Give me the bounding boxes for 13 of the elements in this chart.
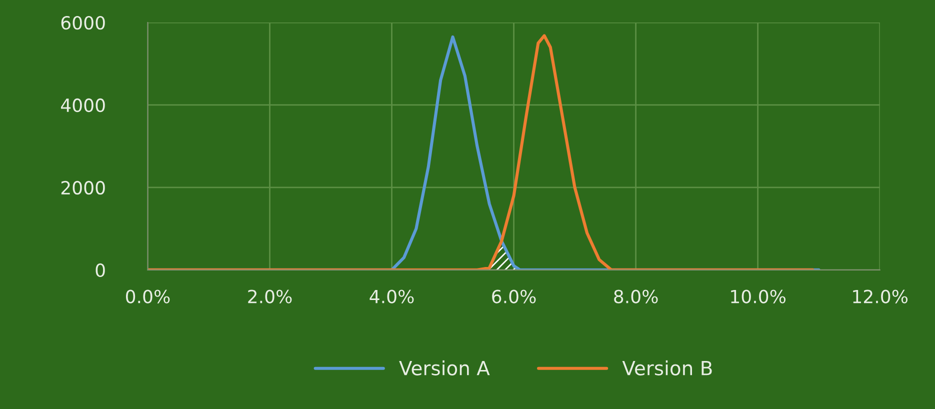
x-tick-label: 6.0%	[492, 290, 536, 304]
x-tick-label: 8.0%	[614, 290, 658, 304]
legend-label: Version A	[399, 360, 490, 376]
x-tick-label: 10.0%	[731, 290, 786, 304]
y-tick-label: 2000	[61, 180, 105, 195]
y-tick-label: 0	[96, 263, 105, 278]
y-tick-label: 6000	[61, 16, 105, 30]
x-tick-label: 0.0%	[126, 290, 170, 304]
legend-label: Version B	[622, 360, 712, 376]
x-tick-label: 12.0%	[853, 290, 908, 304]
x-tick-label: 4.0%	[370, 290, 414, 304]
y-tick-label: 4000	[60, 98, 105, 112]
x-tick-label: 2.0%	[248, 290, 292, 304]
